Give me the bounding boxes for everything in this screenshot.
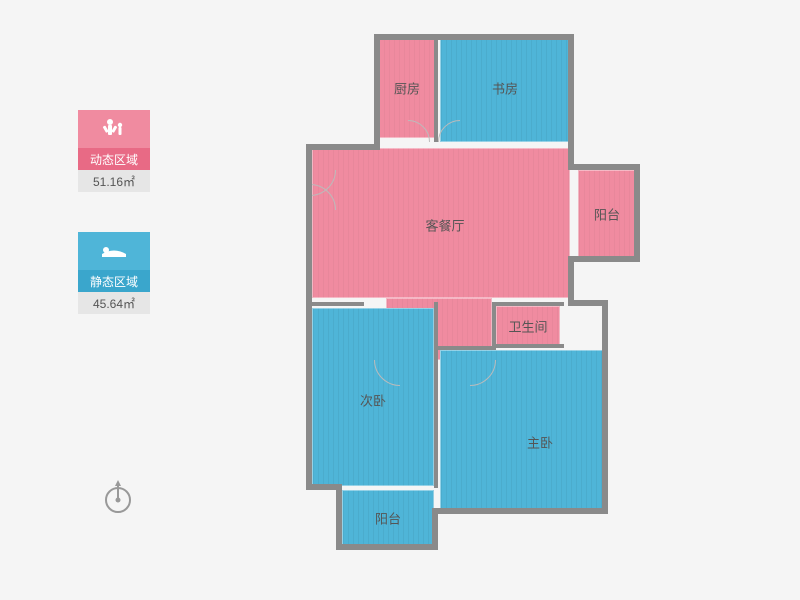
wall <box>374 34 380 144</box>
legend: 动态区域 51.16㎡ 静态区域 45.64㎡ <box>78 110 150 314</box>
legend-dynamic-value: 51.16㎡ <box>78 170 150 192</box>
wall <box>434 302 438 488</box>
wall <box>568 34 574 168</box>
wall <box>336 544 438 550</box>
legend-static-label: 静态区域 <box>78 270 150 292</box>
sleep-icon <box>78 232 150 270</box>
wall <box>432 508 438 550</box>
room-label-bedroom1: 主卧 <box>527 433 553 452</box>
wall <box>434 34 438 142</box>
room-label-kitchen: 厨房 <box>394 79 420 98</box>
wall <box>432 508 608 514</box>
room-label-balcony_s: 阳台 <box>375 509 401 528</box>
room-label-study: 书房 <box>492 79 518 98</box>
legend-static: 静态区域 45.64㎡ <box>78 232 150 314</box>
wall <box>306 144 380 150</box>
wall <box>634 164 640 262</box>
wall <box>306 144 312 490</box>
legend-dynamic: 动态区域 51.16㎡ <box>78 110 150 192</box>
wall <box>568 164 640 170</box>
wall <box>568 256 574 302</box>
room-label-living: 客餐厅 <box>425 216 464 235</box>
room-label-bedroom2: 次卧 <box>360 391 386 410</box>
wall <box>492 302 564 306</box>
wall <box>492 344 564 348</box>
compass-icon <box>100 480 136 516</box>
room-label-bathroom: 卫生间 <box>508 317 547 336</box>
wall <box>310 302 364 306</box>
floorplan: 厨房书房客餐厅阳台卫生间次卧主卧阳台 <box>300 10 680 570</box>
wall <box>602 300 608 514</box>
wall <box>374 34 574 40</box>
legend-dynamic-label: 动态区域 <box>78 148 150 170</box>
wall <box>438 346 496 350</box>
wall <box>492 302 496 348</box>
people-icon <box>78 110 150 148</box>
room-bedroom1 <box>440 350 604 510</box>
legend-static-value: 45.64㎡ <box>78 292 150 314</box>
wall <box>336 484 342 550</box>
room-label-balcony_e: 阳台 <box>594 205 620 224</box>
wall <box>568 256 640 262</box>
